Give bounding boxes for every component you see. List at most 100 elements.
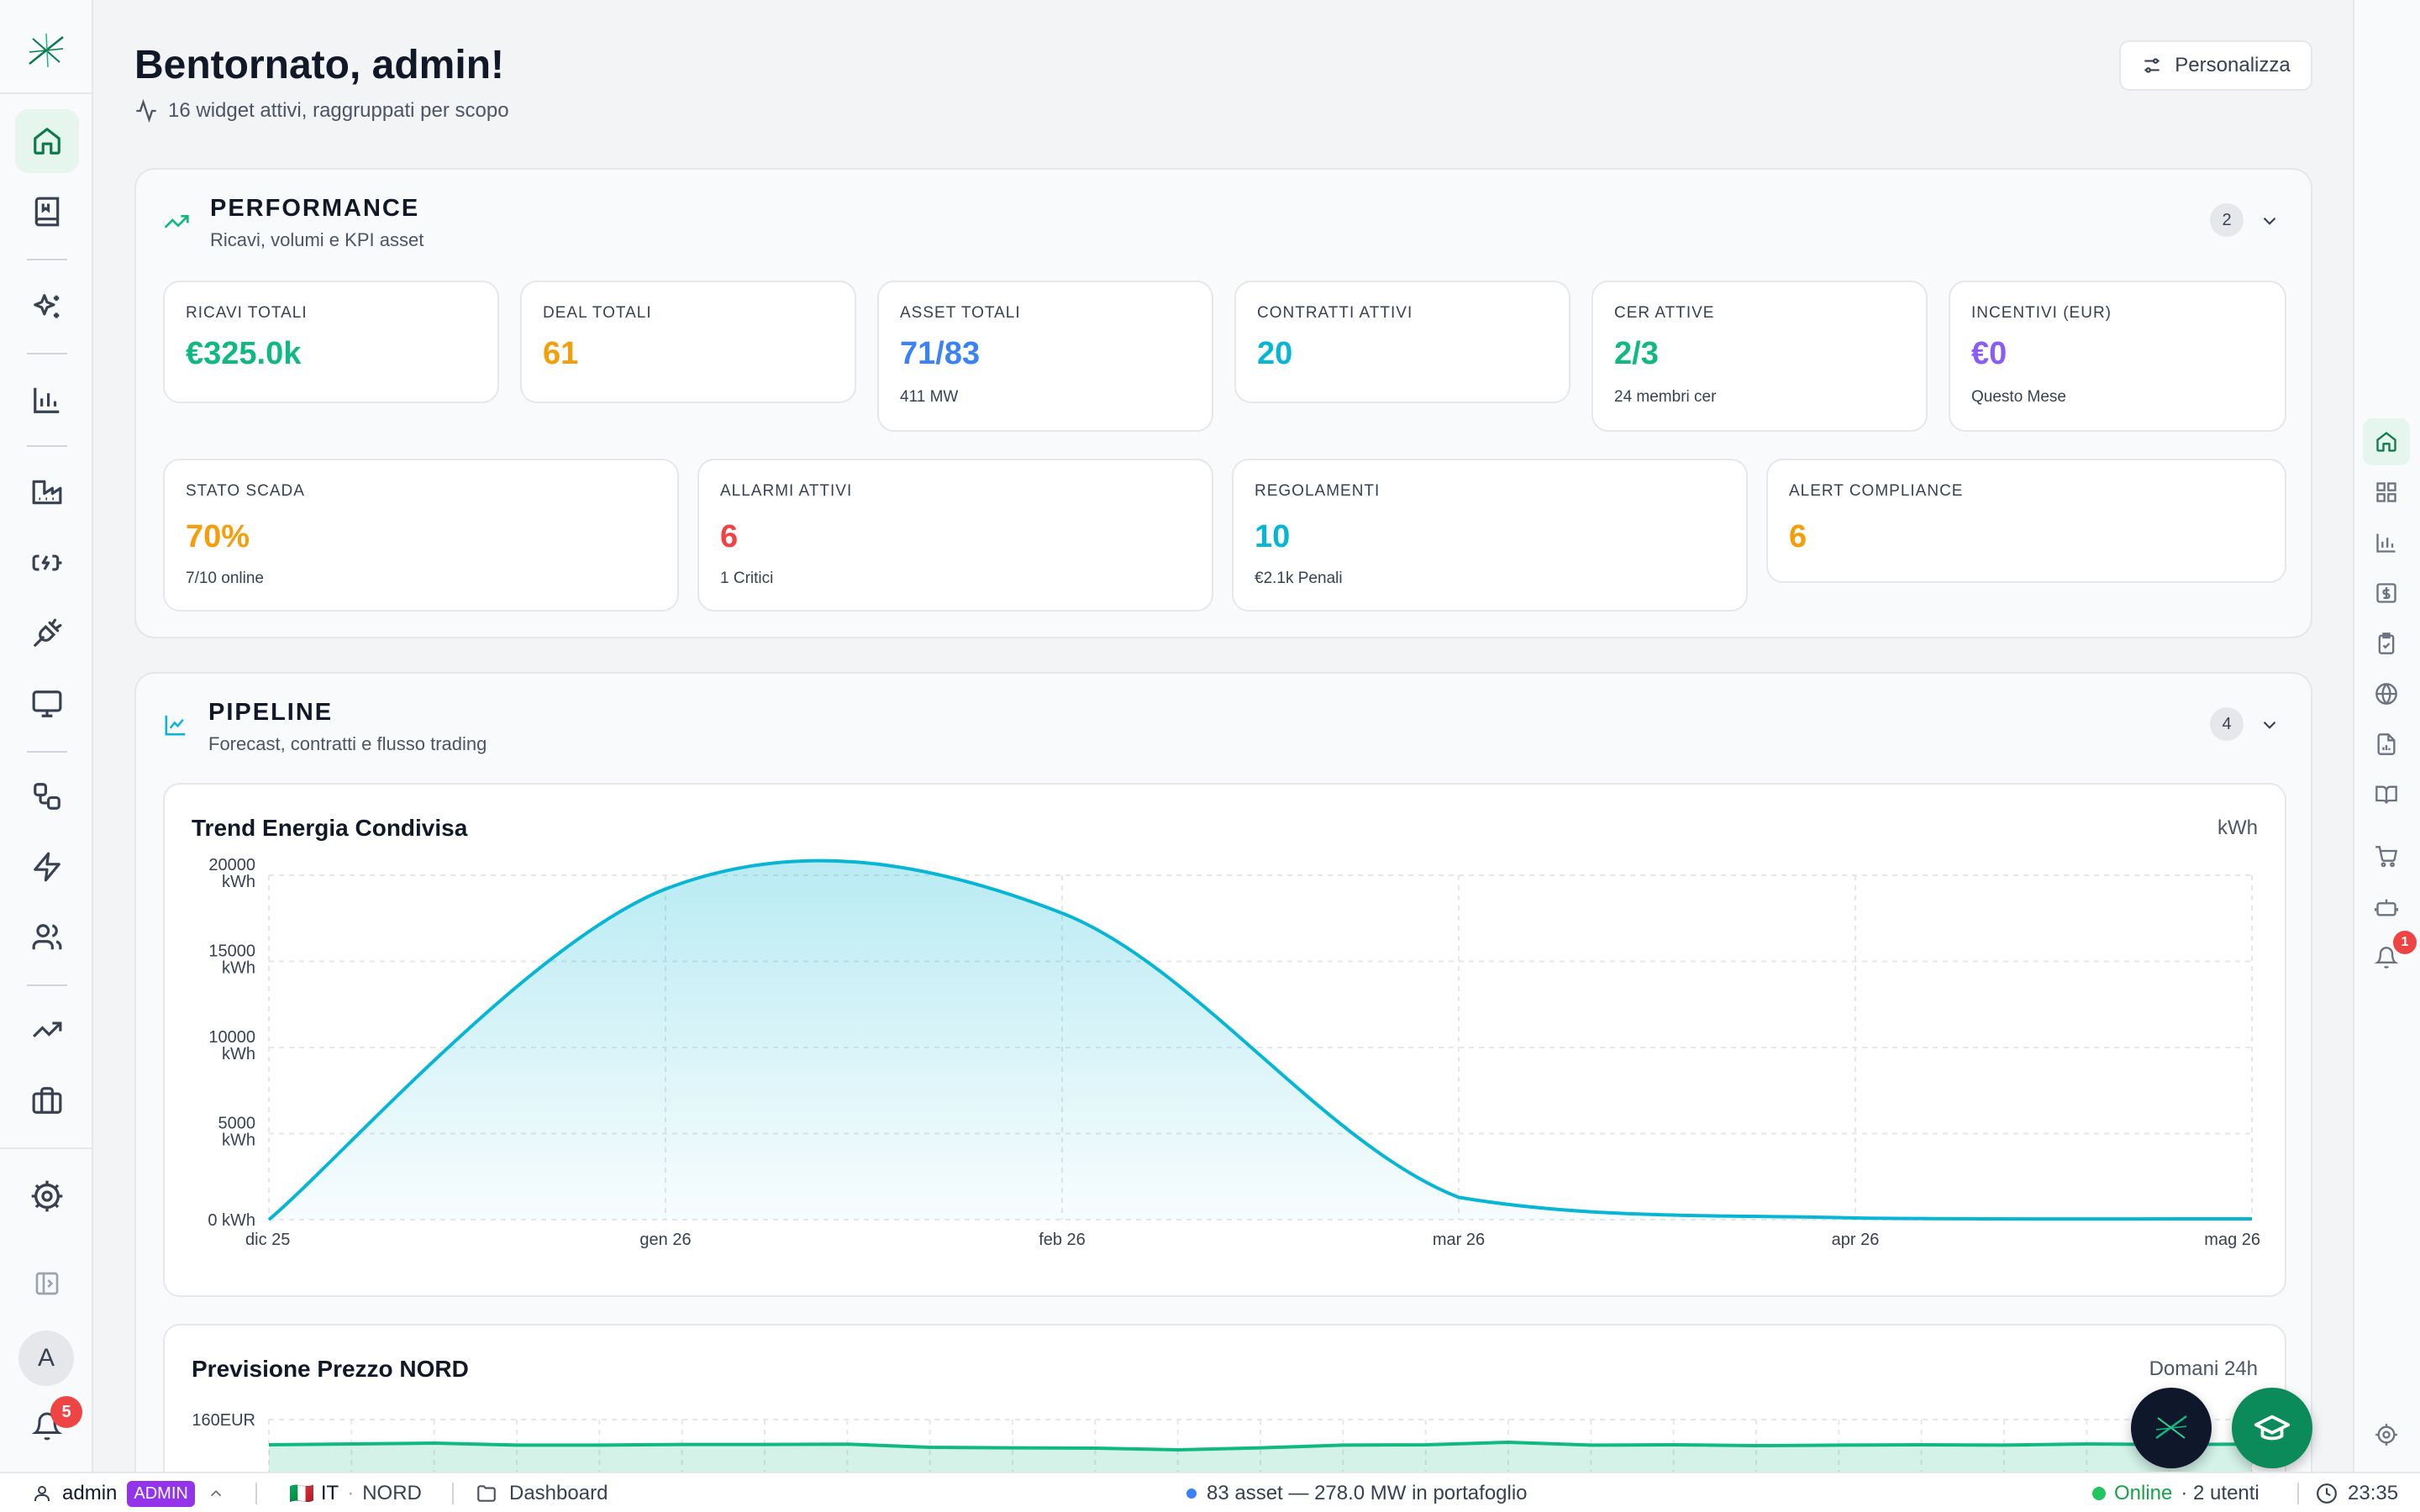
- chevron-down-icon[interactable]: [2259, 210, 2281, 232]
- nav-grid[interactable]: [15, 601, 79, 665]
- nav-trading[interactable]: [15, 998, 79, 1062]
- dot-icon: [1186, 1488, 1197, 1499]
- nav-book[interactable]: [15, 180, 79, 244]
- kpi-card[interactable]: STATO SCADA 70% 7/10 online: [163, 459, 679, 612]
- series-line: [268, 1440, 2253, 1452]
- kpi-label: CER ATTIVE: [1614, 304, 1715, 322]
- kpi-card[interactable]: ASSET TOTALI 71/83 411 MW: [877, 281, 1213, 432]
- nav-storage[interactable]: [15, 531, 79, 595]
- y-tick-label: 10000 kWh: [208, 1028, 255, 1063]
- nav-ai[interactable]: [15, 276, 79, 339]
- kpi-label: RICAVI TOTALI: [186, 304, 308, 322]
- tutorial-fab[interactable]: [2232, 1388, 2312, 1468]
- status-bar: admin ADMIN 🇮🇹 IT · NORD Dashboard 83 as…: [0, 1472, 2420, 1512]
- trending-up-icon: [163, 208, 190, 251]
- divider: [2297, 1483, 2299, 1504]
- kpi-card[interactable]: ALERT COMPLIANCE 6: [1766, 459, 2286, 583]
- nav-home[interactable]: [15, 109, 79, 173]
- kpi-sub: 411 MW: [900, 388, 959, 406]
- role-badge: ADMIN: [127, 1480, 195, 1507]
- kpi-card[interactable]: CER ATTIVE 2/3 24 membri cer: [1591, 281, 1928, 432]
- y-tick-label: 15000 kWh: [208, 942, 255, 978]
- kpi-value: 6: [1789, 519, 1807, 554]
- status-online: Online · 2 utenti: [2092, 1473, 2260, 1512]
- kpi-label: ALLARMI ATTIVI: [720, 482, 853, 500]
- nav-plants[interactable]: [15, 460, 79, 524]
- right-nav-home[interactable]: [2363, 418, 2410, 465]
- clipboard-check-icon: [2375, 632, 2398, 655]
- kpi-value: 6: [720, 519, 739, 554]
- kpi-card[interactable]: RICAVI TOTALI €325.0k: [163, 281, 499, 403]
- right-nav-widgets[interactable]: [2363, 469, 2410, 516]
- status-portfolio: 83 asset — 278.0 MW in portafoglio: [1186, 1473, 1528, 1512]
- section-pipeline: PIPELINE Forecast, contratti e flusso tr…: [134, 672, 2312, 1472]
- activity-icon: [134, 99, 158, 123]
- kpi-card[interactable]: DEAL TOTALI 61: [520, 281, 856, 403]
- series-line: [267, 858, 2253, 1221]
- right-sidebar: 1: [2353, 0, 2420, 1472]
- chevron-up-icon[interactable]: [207, 1484, 225, 1503]
- main-content: Bentornato, admin! 16 widget attivi, rag…: [94, 0, 2353, 1472]
- settings-icon: [2375, 1423, 2398, 1446]
- sidebar-toggle-button[interactable]: [15, 1252, 79, 1315]
- bell-icon: [2375, 946, 2398, 969]
- kpi-value: 2/3: [1614, 336, 1659, 371]
- logo-icon: [2151, 1408, 2191, 1448]
- right-nav-tasks[interactable]: [2363, 620, 2410, 667]
- series-area: [269, 860, 2252, 1220]
- battery-charging-icon: [31, 547, 63, 579]
- chart-card-energy: Trend Energia Condivisa kWh 20000 kWh 1500…: [163, 783, 2286, 1297]
- customize-button[interactable]: Personalizza: [2119, 40, 2312, 91]
- kpi-value: 20: [1257, 336, 1293, 371]
- kpi-label: CONTRATTI ATTIVI: [1257, 304, 1413, 322]
- status-page[interactable]: Dashboard: [476, 1473, 608, 1512]
- right-nav-bot[interactable]: [2363, 884, 2410, 931]
- divider: [452, 1483, 454, 1504]
- left-sidebar: A 5: [0, 0, 93, 1472]
- nav-settings[interactable]: [15, 1164, 79, 1228]
- kpi-sub: Questo Mese: [1971, 388, 2066, 406]
- logo-icon[interactable]: [26, 30, 66, 71]
- chart-title: Trend Energia Condivisa: [192, 815, 468, 841]
- kpi-card[interactable]: CONTRATTI ATTIVI 20: [1234, 281, 1570, 403]
- avatar[interactable]: A: [18, 1331, 74, 1386]
- kpi-label: ASSET TOTALI: [900, 304, 1021, 322]
- right-nav-docs[interactable]: [2363, 771, 2410, 818]
- right-nav-marketplace[interactable]: [2363, 833, 2410, 880]
- nav-monitor[interactable]: [15, 672, 79, 736]
- section-header[interactable]: PERFORMANCE Ricavi, volumi e KPI asset: [163, 195, 424, 251]
- chart-title: Previsione Prezzo NORD: [192, 1356, 469, 1382]
- right-nav-reports[interactable]: [2363, 721, 2410, 768]
- sliders-icon: [2141, 55, 2163, 76]
- nav-users[interactable]: [15, 906, 79, 969]
- nav-portfolio[interactable]: [15, 1068, 79, 1132]
- book-open-icon: [2375, 783, 2398, 806]
- x-tick-label: mar 26: [1433, 1231, 1485, 1249]
- status-user[interactable]: admin ADMIN: [32, 1473, 225, 1512]
- section-header[interactable]: PIPELINE Forecast, contratti e flusso tr…: [163, 699, 487, 755]
- graduation-cap-icon: [2253, 1409, 2291, 1447]
- energy-chart: 20000 kWh 15000 kWh 10000 kWh 5000 kWh 0 kWhdic …: [208, 856, 2260, 1249]
- right-nav-finance[interactable]: [2363, 570, 2410, 617]
- status-time: 23:35: [2316, 1473, 2398, 1512]
- kpi-card[interactable]: INCENTIVI (EUR) €0 Questo Mese: [1949, 281, 2286, 432]
- section-desc: Ricavi, volumi e KPI asset: [210, 229, 424, 250]
- assistant-fab[interactable]: [2131, 1388, 2212, 1468]
- right-nav-markets[interactable]: [2363, 670, 2410, 717]
- section-performance: PERFORMANCE Ricavi, volumi e KPI asset 2…: [134, 168, 2312, 638]
- status-region[interactable]: 🇮🇹 IT · NORD: [289, 1482, 422, 1505]
- right-nav-notifications[interactable]: [2363, 934, 2410, 981]
- chevron-down-icon[interactable]: [2259, 714, 2281, 736]
- right-nav-settings[interactable]: [2363, 1411, 2410, 1458]
- nav-workflow[interactable]: [15, 764, 79, 828]
- nav-analytics[interactable]: [15, 368, 79, 432]
- cart-icon: [2375, 845, 2398, 869]
- kpi-card[interactable]: REGOLAMENTI 10 €2.1k Penali: [1232, 459, 1748, 612]
- kpi-card[interactable]: ALLARMI ATTIVI 6 1 Critici: [697, 459, 1213, 612]
- nav-energy[interactable]: [15, 835, 79, 899]
- clock-icon: [2316, 1483, 2338, 1504]
- online-dot-icon: [2092, 1487, 2106, 1500]
- section-desc: Forecast, contratti e flusso trading: [208, 733, 487, 754]
- right-nav-analytics[interactable]: [2363, 519, 2410, 566]
- notifications-button[interactable]: [15, 1394, 79, 1458]
